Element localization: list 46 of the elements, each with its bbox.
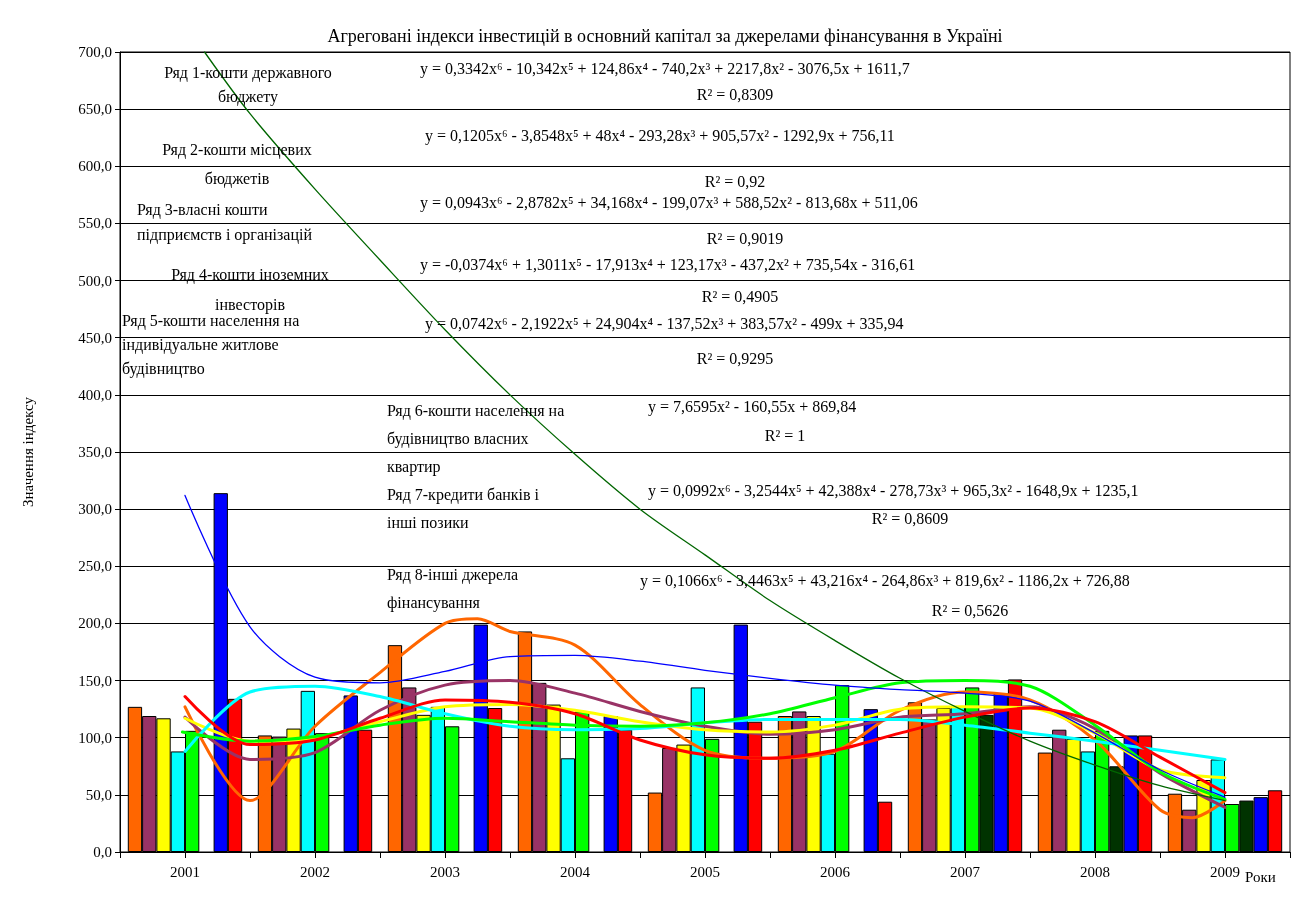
annotation: y = -0,0374x⁶ + 1,3011x⁵ - 17,913x⁴ + 123,17x³ - 437,2x² + 735,54x - 316,61 xyxy=(420,255,916,274)
annotation: Ряд 8-інші джерела фінансування xyxy=(387,565,519,612)
y-tick-label: 350,0 xyxy=(78,444,112,460)
chart-title: Агреговані індекси інвестицій в основний капітал за джерелами фінансування в Україні xyxy=(327,26,1003,46)
x-tick-label: 2003 xyxy=(430,863,460,880)
annotation: y = 7,6595x² - 160,55x + 869,84 xyxy=(648,397,857,416)
y-axis-title: Значення індексу xyxy=(19,396,36,507)
annotation: R² = 0,8609 xyxy=(871,509,949,527)
y-tick-label: 250,0 xyxy=(78,558,112,575)
y-tick-label: 650,0 xyxy=(78,101,112,118)
annotation: R² = 0,4905 xyxy=(701,287,779,305)
y-tick-label: 400,0 xyxy=(78,386,112,403)
annotation: Ряд 7-кредити банків і інші позики xyxy=(387,485,540,531)
x-tick-label: 2006 xyxy=(820,863,851,880)
y-tick-label: 700,0 xyxy=(78,44,112,60)
annotation: R² = 0,92 xyxy=(704,172,766,190)
x-tick-label: 2004 xyxy=(560,863,591,880)
annotation: y = 0,0943x⁶ - 2,8782x⁵ + 34,168x⁴ - 199,07x³ + 588,52x² - 813,68x + 511,06 xyxy=(420,193,918,212)
y-tick-label: 500,0 xyxy=(78,272,112,289)
x-tick-label: 2009 xyxy=(1210,863,1240,880)
y-tick-label: 600,0 xyxy=(78,158,112,175)
annotation: R² = 0,5626 xyxy=(931,601,1009,619)
annotation: Ряд 3-власні кошти підприємств і організацій xyxy=(137,201,313,244)
y-tick-label: 0,0 xyxy=(93,844,112,860)
annotation: y = 0,1066x⁶ - 3,4463x⁵ + 43,216x⁴ - 264,86x³ + 819,6x² - 1186,2x + 726,88 xyxy=(640,571,1130,590)
annotation: y = 0,1205x⁶ - 3,8548x⁵ + 48x⁴ - 293,28x³ + 905,57x² - 1292,9x + 756,11 xyxy=(425,126,895,145)
y-tick-label: 50,0 xyxy=(85,786,112,803)
x-tick-label: 2005 xyxy=(690,863,720,880)
y-tick-label: 100,0 xyxy=(78,729,112,746)
annotation: y = 0,3342x⁶ - 10,342x⁵ + 124,86x⁴ - 740,2x³ + 2217,8x² - 3076,5x + 1611,7 xyxy=(420,59,910,78)
y-tick-label: 450,0 xyxy=(78,329,112,346)
annotation: R² = 1 xyxy=(764,426,806,444)
annotation: R² = 0,9019 xyxy=(706,229,784,247)
x-tick-label: 2007 xyxy=(950,863,981,880)
annotation: R² = 0,8309 xyxy=(696,85,774,103)
x-axis-title: Роки xyxy=(1245,869,1276,885)
y-tick-label: 150,0 xyxy=(78,672,112,689)
annotation: Ряд 4-кошти іноземних інвесторів xyxy=(171,265,329,314)
annotation: R² = 0,9295 xyxy=(696,349,774,367)
x-tick-label: 2002 xyxy=(300,863,330,880)
y-tick-label: 200,0 xyxy=(78,615,112,632)
y-tick-label: 550,0 xyxy=(78,215,112,232)
x-tick-label: 2001 xyxy=(170,863,200,880)
x-tick-label: 2008 xyxy=(1080,863,1110,880)
y-tick-label: 300,0 xyxy=(78,501,112,518)
annotation: y = 0,0992x⁶ - 3,2544x⁵ + 42,388x⁴ - 278,73x³ + 965,3x² - 1648,9x + 1235,1 xyxy=(648,481,1139,500)
